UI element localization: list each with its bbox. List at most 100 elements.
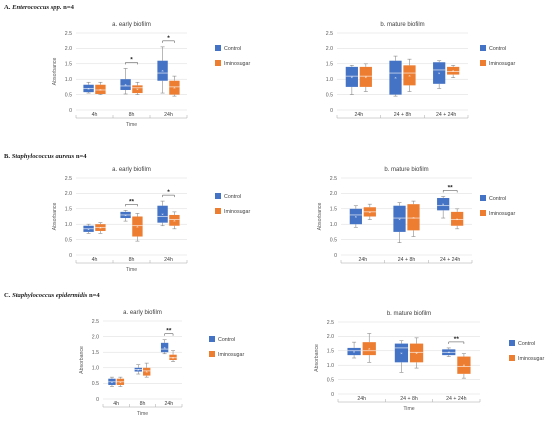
category-label: 8h (129, 112, 135, 118)
y-tick-label: 1.0 (326, 77, 333, 83)
iminosugar-box (143, 367, 151, 376)
y-tick-label: 1.5 (327, 349, 334, 355)
x-axis-label: Time (126, 122, 137, 128)
category-bracket (75, 260, 188, 264)
category-bracket (340, 260, 473, 264)
control-box (345, 66, 358, 87)
mean-marker: × (124, 82, 127, 87)
category-label: 8h (140, 401, 146, 407)
y-axis-label: Absorbance (317, 203, 323, 231)
iminosugar-box (362, 342, 376, 356)
iminosugar-box (169, 214, 180, 226)
charts-layer: a. early biofilm 0 0.5 1.0 1.5 2.0 2.5 Absorban… (52, 22, 544, 417)
y-tick-label: 2.0 (65, 46, 72, 52)
y-tick-label: 0.5 (65, 237, 72, 243)
iminosugar-box (409, 343, 424, 363)
y-tick-label: 1.5 (65, 207, 72, 213)
control-box (134, 367, 142, 372)
significance-stars: ** (129, 198, 135, 205)
category-label: 24 + 8h (394, 112, 412, 118)
chart-title: b. mature biofilm (384, 167, 428, 173)
y-tick-label: 1.5 (92, 350, 99, 356)
legend-label: Iminosugar (489, 61, 515, 67)
y-tick-label: 0 (96, 397, 99, 403)
legend-swatch-iminosugar (509, 355, 515, 361)
legend-label: Control (224, 46, 241, 52)
y-tick-label: 1.0 (330, 222, 337, 228)
y-tick-label: 0 (334, 253, 337, 259)
y-tick-label: 0.5 (330, 237, 337, 243)
chart-panel-2: a. early biofilm 0 0.5 1.0 1.5 2.0 2.5 Absorban… (52, 167, 250, 273)
iminosugar-box (169, 80, 180, 95)
mean-marker: × (351, 74, 354, 79)
control-box (437, 198, 450, 211)
mean-marker: × (173, 218, 176, 223)
iminosugar-box (403, 65, 416, 86)
mean-marker: × (408, 73, 411, 78)
mean-marker: × (448, 350, 451, 355)
category-bracket (336, 115, 469, 119)
mean-marker: × (136, 87, 139, 92)
category-label: 24h (359, 257, 368, 263)
mean-marker: × (463, 363, 466, 368)
mean-marker: × (452, 68, 455, 73)
y-tick-label: 1.0 (65, 77, 72, 83)
chart-title: b. mature biofilm (380, 22, 424, 28)
legend-swatch-iminosugar (215, 208, 221, 214)
category-label: 24h (165, 401, 174, 407)
chart-panel-3: b. mature biofilm 0 0.5 1.0 1.5 2.0 2.5 Absorba… (317, 167, 515, 264)
legend-label: Iminosugar (518, 356, 544, 362)
mean-marker: × (136, 224, 139, 229)
control-box (120, 79, 131, 90)
control-box (393, 205, 406, 232)
mean-marker: × (365, 74, 368, 79)
mean-marker: × (438, 71, 441, 76)
y-tick-label: 0.5 (327, 377, 334, 383)
significance-bracket (125, 204, 138, 207)
control-box (347, 347, 361, 356)
iminosugar-box (132, 216, 143, 237)
category-label: 4h (92, 257, 98, 263)
legend-swatch-iminosugar (480, 60, 486, 66)
control-box (160, 342, 169, 353)
control-box (349, 208, 362, 225)
category-label: 24 + 8h (400, 396, 418, 402)
legend-swatch-control (215, 45, 221, 51)
y-tick-label: 2.5 (327, 320, 334, 326)
iminosugar-box (95, 84, 106, 94)
y-tick-label: 0.5 (326, 92, 333, 98)
legend-swatch-control (509, 340, 515, 346)
mean-marker: × (124, 212, 127, 217)
category-label: 24h (164, 257, 173, 263)
legend-label: Control (489, 196, 506, 202)
legend-label: Iminosugar (224, 61, 250, 67)
y-tick-label: 2.5 (326, 31, 333, 37)
mean-marker: × (442, 202, 445, 207)
y-tick-label: 0.5 (92, 381, 99, 387)
mean-marker: × (99, 87, 102, 92)
section-title-a: A. Enterococcus spp. n=4 (4, 4, 75, 11)
y-tick-label: 0 (330, 108, 333, 114)
significance-bracket (448, 341, 465, 344)
chart-title: a. early biofilm (112, 22, 151, 28)
chart-title: b. mature biofilm (387, 311, 431, 317)
mean-marker: × (161, 68, 164, 73)
y-axis-label: Absorbance (52, 58, 58, 86)
mean-marker: × (163, 345, 166, 350)
significance-bracket (125, 62, 138, 65)
mean-marker: × (400, 350, 403, 355)
y-tick-label: 2.5 (65, 31, 72, 37)
y-tick-label: 2.5 (65, 176, 72, 182)
y-tick-label: 2.0 (330, 191, 337, 197)
category-label: 24h (357, 396, 366, 402)
legend-swatch-iminosugar (209, 351, 215, 357)
x-axis-label: Time (126, 267, 137, 273)
y-tick-label: 0 (69, 108, 72, 114)
legend-label: Control (518, 341, 535, 347)
y-axis-label: Absorbance (52, 203, 58, 231)
category-label: 8h (129, 257, 135, 263)
y-tick-label: 1.0 (92, 366, 99, 372)
y-axis-label: Absorbance (314, 344, 320, 372)
category-bracket (102, 404, 183, 408)
